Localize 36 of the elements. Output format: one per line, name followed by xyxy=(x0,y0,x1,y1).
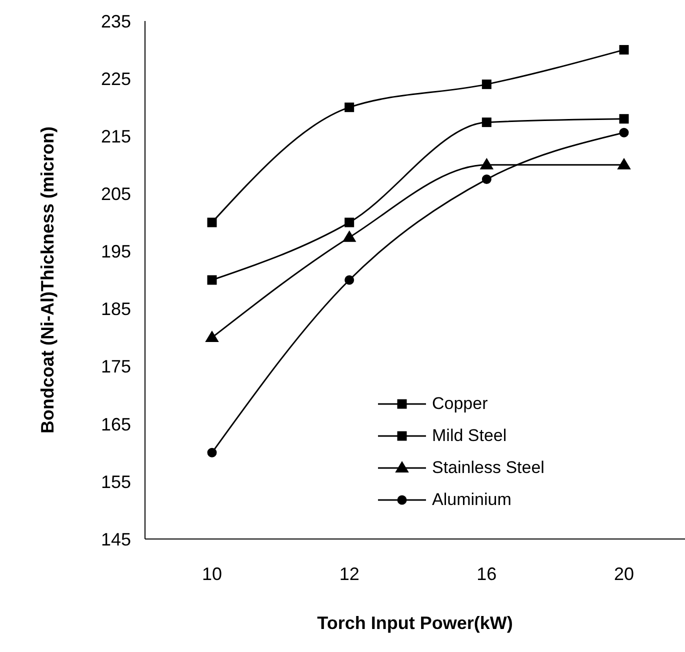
y-tick-label: 185 xyxy=(100,299,131,320)
point xyxy=(344,218,354,228)
x-axis-title: Torch Input Power(kW) xyxy=(317,613,513,633)
y-tick-label: 205 xyxy=(100,184,131,204)
point xyxy=(482,80,492,90)
x-tick-label: 20 xyxy=(614,564,634,584)
y-tick-label: 225 xyxy=(100,68,131,89)
y-tick-label: 165 xyxy=(100,414,131,434)
legend-label: Aluminium xyxy=(432,490,512,510)
point xyxy=(344,275,354,285)
y-tick-label: 155 xyxy=(100,472,131,492)
point xyxy=(619,128,629,138)
point xyxy=(482,174,492,184)
point xyxy=(618,158,630,170)
point xyxy=(206,331,218,342)
point xyxy=(482,118,492,128)
point xyxy=(344,102,354,112)
legend-label: Mild Steel xyxy=(432,426,507,446)
y-tick-label: 215 xyxy=(100,126,131,146)
point xyxy=(619,114,629,124)
y-axis-title: Bondcoat (Ni-Al)Thickness (micron) xyxy=(37,126,58,434)
y-tick-label: 235 xyxy=(100,11,131,32)
x-tick-label: 12 xyxy=(339,564,360,584)
point xyxy=(480,158,494,170)
y-tick-label: 175 xyxy=(100,356,131,377)
point xyxy=(619,45,629,55)
legend-label: Copper xyxy=(432,394,488,414)
x-tick-label: 16 xyxy=(476,564,497,584)
point xyxy=(342,230,356,242)
y-tick-label: 145 xyxy=(100,529,131,550)
legend-label: Stainless Steel xyxy=(432,458,544,478)
point xyxy=(207,275,217,285)
point xyxy=(207,448,217,458)
point xyxy=(207,218,217,228)
x-tick-label: 10 xyxy=(202,564,222,584)
y-tick-label: 195 xyxy=(100,242,131,262)
